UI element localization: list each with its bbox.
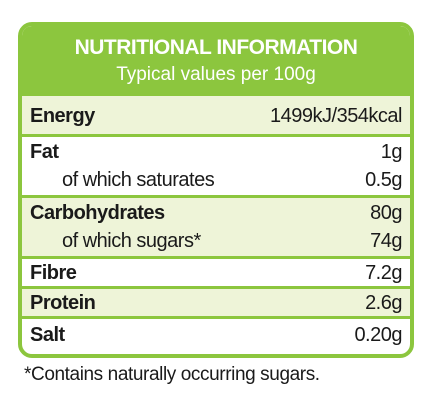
nutrient-value: 0.5g — [365, 169, 402, 191]
nutrient-value: 80g — [370, 202, 402, 224]
nutrient-value: 0.20g — [354, 324, 402, 346]
nutrient-row: of which sugars* 74g — [22, 226, 410, 256]
row-band — [22, 195, 410, 259]
row-band — [22, 256, 410, 289]
row-band — [22, 134, 410, 198]
panel-header: NUTRITIONAL INFORMATION Typical values p… — [22, 26, 410, 96]
nutrient-row: of which saturates 0.5g — [22, 165, 410, 195]
nutrient-label: Salt — [30, 324, 65, 346]
nutrient-value: 1g — [380, 141, 403, 163]
row-band — [22, 286, 410, 319]
nutrient-label: of which saturates — [62, 169, 215, 191]
nutrient-label: Carbohydrates — [30, 202, 165, 224]
nutrient-label: Fibre — [30, 262, 77, 284]
nutrient-label: Energy — [30, 105, 95, 127]
nutrient-value: 2.6g — [365, 292, 402, 314]
panel-title: NUTRITIONAL INFORMATION — [74, 36, 358, 59]
nutrient-label: Fat — [30, 141, 59, 163]
nutrient-value: 7.2g — [365, 262, 402, 284]
nutrient-label: Protein — [30, 292, 96, 314]
nutrient-row: Carbohydrates 80g — [22, 198, 410, 228]
nutrition-panel: NUTRITIONAL INFORMATION Typical values p… — [18, 22, 414, 358]
nutrient-label: of which sugars* — [62, 230, 201, 252]
row-band — [22, 96, 410, 134]
nutrient-value: 74g — [370, 230, 402, 252]
panel-subtitle: Typical values per 100g — [116, 64, 316, 85]
nutrient-row: Energy 1499kJ/354kcal — [22, 101, 410, 131]
nutrient-row: Salt 0.20g — [22, 320, 410, 350]
nutrient-row: Fibre 7.2g — [22, 258, 410, 288]
nutrient-row: Protein 2.6g — [22, 288, 410, 318]
row-band — [22, 316, 410, 354]
footnote: *Contains naturally occurring sugars. — [24, 364, 320, 385]
nutrient-row: Fat 1g — [22, 137, 410, 167]
nutrient-value: 1499kJ/354kcal — [270, 105, 402, 127]
